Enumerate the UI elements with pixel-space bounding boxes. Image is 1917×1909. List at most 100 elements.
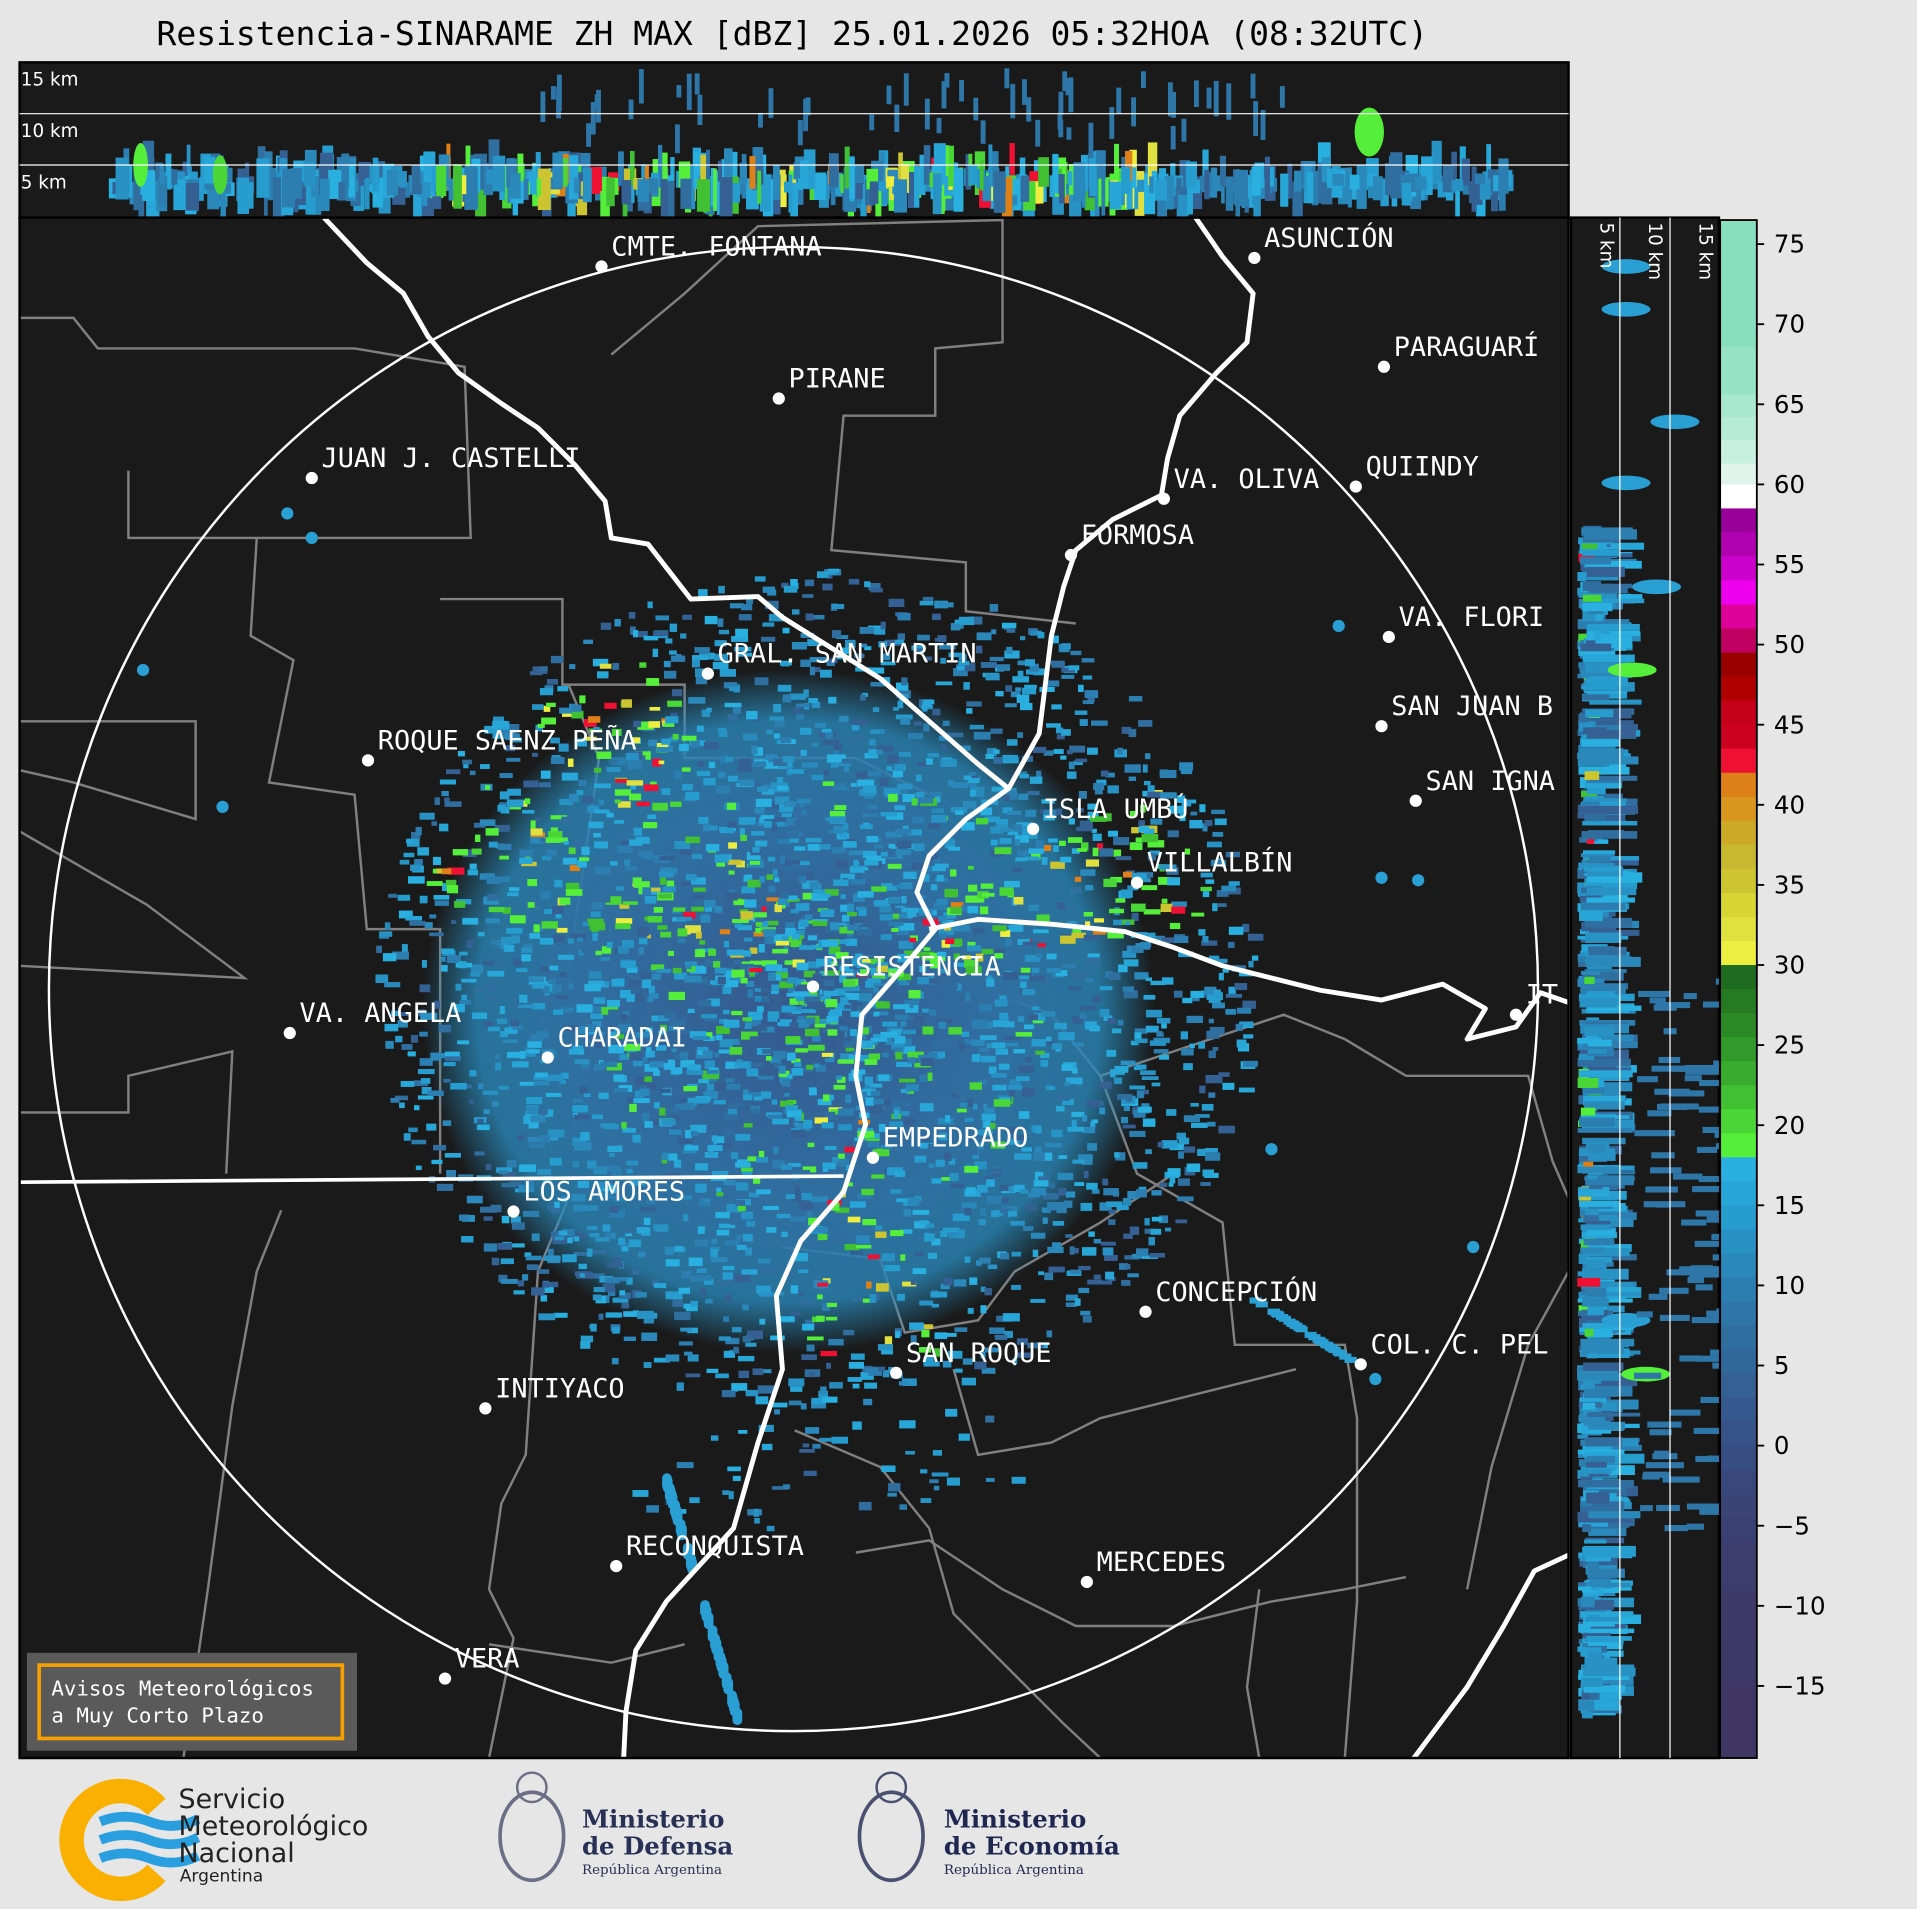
colorbar-tick-label: 10: [1774, 1271, 1805, 1300]
defensa-line-1: Ministerio: [582, 1805, 724, 1834]
city-marker: GRAL. SAN MARTIN: [701, 639, 977, 680]
warning-box[interactable]: Avisos Meteorológicos a Muy Corto Plazo: [26, 1652, 358, 1751]
colorbar-band: [1720, 1109, 1757, 1134]
city-label: SAN IGNA: [1426, 766, 1555, 797]
colorbar-band: [1720, 1685, 1757, 1759]
city-label: VERA: [455, 1644, 520, 1675]
colorbar-tick-label: 40: [1774, 790, 1805, 819]
city-label: EMPEDRADO: [883, 1123, 1029, 1154]
city-label: LOS AMORES: [523, 1177, 685, 1208]
city-label: IT: [1526, 980, 1558, 1011]
top-panel-echoes: [108, 68, 1514, 218]
city-dot-icon: [890, 1366, 903, 1380]
city-label: PARAGUARÍ: [1394, 331, 1540, 363]
city-label: INTIYACO: [495, 1373, 624, 1404]
colorbar-tick-label: −5: [1774, 1511, 1810, 1540]
colorbar-band: [1720, 463, 1757, 486]
city-dot-icon: [1139, 1305, 1152, 1318]
city-marker: JUAN J. CASTELLI: [305, 443, 581, 485]
city-dot-icon: [1157, 492, 1170, 505]
colorbar-tick-label: 45: [1774, 710, 1805, 739]
colorbar-band: [1720, 1061, 1757, 1086]
city-label: GRAL. SAN MARTIN: [718, 639, 977, 670]
city-dot-icon: [507, 1205, 520, 1218]
colorbar-band: [1720, 940, 1757, 966]
colorbar-band: [1720, 1493, 1757, 1519]
city-marker: SAN ROQUE: [890, 1338, 1052, 1380]
warning-box-border: [37, 1663, 345, 1741]
city-label: VA. ANGELA: [300, 998, 462, 1029]
city-marker: ROQUE SAENZ PEÑA: [361, 724, 637, 767]
city-label: PIRANE: [789, 364, 886, 395]
city-label: SAN ROQUE: [906, 1338, 1052, 1369]
warning-line-2: a Muy Corto Plazo: [51, 1704, 264, 1728]
radar-range-ring: [47, 245, 1540, 1733]
city-label: ASUNCIÓN: [1264, 222, 1393, 254]
colorbar-band: [1720, 724, 1757, 750]
colorbar-band: [1720, 748, 1757, 774]
economia-line-3: República Argentina: [944, 1863, 1084, 1878]
colorbar-tick-label: 20: [1774, 1111, 1805, 1140]
city-dot-icon: [283, 1026, 296, 1040]
colorbar-band: [1720, 628, 1757, 654]
side-label-5km: 5 km: [1595, 223, 1616, 269]
city-dot-icon: [305, 471, 318, 485]
warning-line-1: Avisos Meteorológicos: [51, 1677, 314, 1701]
city-marker: COL. C. PEL: [1354, 1329, 1548, 1371]
colorbar-tick-label: 55: [1774, 550, 1805, 579]
city-dot-icon: [361, 754, 375, 767]
colorbar-band: [1720, 1277, 1757, 1303]
top-cross-section-panel: 15 km 10 km 5 km: [18, 61, 1570, 219]
city-dot-icon: [1064, 548, 1078, 562]
smn-line-4: Argentina: [180, 1866, 263, 1886]
colorbar-band: [1720, 700, 1757, 726]
colorbar-band: [1720, 1229, 1757, 1254]
colorbar-tick-label: −10: [1774, 1591, 1826, 1620]
colorbar-band: [1720, 580, 1757, 606]
city-marker: RESISTENCIA: [806, 952, 1001, 993]
city-dot-icon: [1409, 794, 1422, 807]
colorbar-band: [1720, 1445, 1757, 1471]
side-panel-echoes: [1577, 259, 1719, 1719]
city-marker: IT: [1509, 980, 1558, 1021]
ministerio-defensa-logo: Ministerio de Defensa República Argentin…: [498, 1771, 733, 1883]
city-dot-icon: [541, 1051, 554, 1064]
city-dot-icon: [479, 1402, 492, 1415]
figure-title: Resistencia-SINARAME ZH MAX [dBZ] 25.01.…: [156, 14, 1428, 53]
side-label-15km: 15 km: [1694, 223, 1715, 281]
city-marker: QUIINDY: [1349, 452, 1479, 493]
colorbar-tick-label: 75: [1774, 230, 1805, 259]
colorbar-band: [1720, 604, 1757, 630]
defensa-line-2: de Defensa: [582, 1832, 733, 1861]
coat-of-arms-icon: [857, 1790, 925, 1883]
side-label-10km: 10 km: [1644, 223, 1665, 281]
city-label: JUAN J. CASTELLI: [322, 443, 581, 474]
city-label: RESISTENCIA: [823, 952, 1001, 983]
defensa-line-3: República Argentina: [582, 1863, 722, 1878]
colorbar-tick-label: 60: [1774, 470, 1805, 499]
city-dot-icon: [866, 1151, 880, 1164]
city-marker: MERCEDES: [1080, 1547, 1226, 1589]
city-label: SAN JUAN B: [1391, 691, 1553, 722]
colorbar-band: [1720, 1205, 1757, 1230]
ministerio-economia-logo: Ministerio de Economía República Argenti…: [857, 1771, 1120, 1883]
city-dot-icon: [1130, 876, 1144, 889]
city-dot-icon: [1377, 360, 1391, 373]
colorbar-band: [1720, 820, 1757, 846]
colorbar-tick-label: 15: [1774, 1191, 1805, 1220]
colorbar-tick-label: −15: [1774, 1671, 1826, 1700]
city-label: VILLALBÍN: [1147, 847, 1293, 879]
city-label: VA. OLIVA: [1174, 464, 1320, 495]
city-marker: SAN IGNA: [1409, 766, 1555, 807]
city-dot-icon: [595, 260, 608, 273]
colorbar-band: [1720, 346, 1757, 396]
radar-map[interactable]: CMTE. FONTANA PIRANE JUAN J. CASTELLI ASUNC…: [18, 216, 1570, 1761]
colorbar-band: [1720, 532, 1757, 558]
colorbar-band: [1720, 556, 1757, 582]
city-label: QUIINDY: [1366, 452, 1479, 483]
city-marker: INTIYACO: [479, 1373, 625, 1415]
colorbar-band: [1720, 916, 1757, 942]
colorbar-tick-label: 5: [1774, 1351, 1790, 1380]
economia-line-1: Ministerio: [944, 1805, 1086, 1834]
